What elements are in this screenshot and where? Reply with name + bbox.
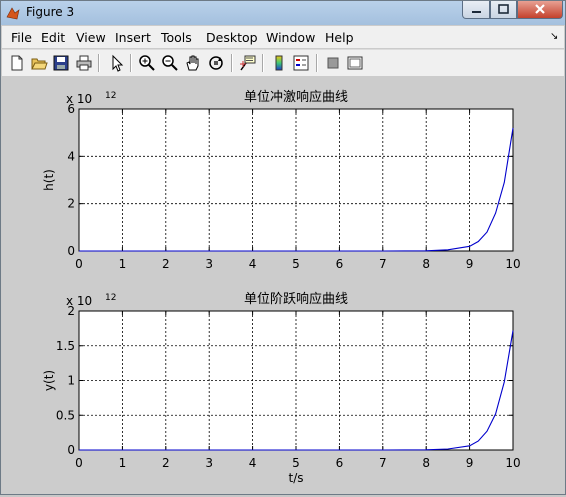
x-tick-label: 3 xyxy=(205,257,213,271)
figure-toolbar xyxy=(2,49,564,77)
y-tick-label: 0 xyxy=(67,443,75,457)
y-tick-label: 2 xyxy=(67,197,75,211)
exponent-label: x 10 xyxy=(66,92,92,106)
matlab-app-icon xyxy=(6,7,20,20)
data-cursor-icon[interactable] xyxy=(239,54,257,72)
zoom-out-icon[interactable] xyxy=(161,54,179,72)
minimize-button[interactable] xyxy=(462,1,490,19)
exponent-label: x 10 xyxy=(66,294,92,308)
print-icon[interactable] xyxy=(75,54,93,72)
x-axis-label: t/s xyxy=(289,471,304,485)
toolbar-separator xyxy=(98,54,100,72)
y-tick-label: 4 xyxy=(67,149,75,163)
menu-insert[interactable]: Insert xyxy=(115,30,151,45)
save-icon[interactable] xyxy=(52,54,70,72)
plot-area xyxy=(79,109,513,251)
menu-bar: File Edit View Insert Tools Desktop Wind… xyxy=(2,26,564,48)
y-tick-label: 1 xyxy=(67,374,75,388)
menu-window[interactable]: Window xyxy=(266,30,316,45)
x-tick-label: 6 xyxy=(336,456,344,470)
rotate-3d-icon[interactable] xyxy=(207,54,225,72)
new-figure-icon[interactable] xyxy=(8,54,26,72)
menu-view[interactable]: View xyxy=(76,30,106,45)
series-line xyxy=(79,127,514,252)
x-tick-label: 2 xyxy=(162,257,170,271)
exponent-power: 12 xyxy=(105,91,116,101)
x-tick-label: 6 xyxy=(336,257,344,271)
exponent-power: 12 xyxy=(105,293,116,303)
y-tick-label: 0 xyxy=(67,244,75,258)
x-tick-label: 5 xyxy=(292,456,300,470)
show-plot-tools-icon[interactable] xyxy=(346,54,364,72)
x-tick-label: 9 xyxy=(466,257,474,271)
menu-desktop[interactable]: Desktop xyxy=(206,30,258,45)
x-tick-label: 7 xyxy=(379,257,387,271)
x-tick-label: 4 xyxy=(249,456,257,470)
toolbar-separator xyxy=(231,54,233,72)
x-tick-label: 10 xyxy=(505,257,520,271)
chart-title: 单位阶跃响应曲线 xyxy=(244,291,348,307)
minimize-icon xyxy=(472,11,481,13)
x-tick-label: 7 xyxy=(379,456,387,470)
close-button[interactable] xyxy=(517,1,563,19)
maximize-icon xyxy=(498,4,509,14)
x-tick-label: 2 xyxy=(162,456,170,470)
x-tick-label: 10 xyxy=(505,456,520,470)
x-tick-label: 4 xyxy=(249,257,257,271)
zoom-in-icon[interactable] xyxy=(138,54,156,72)
x-tick-label: 0 xyxy=(75,257,83,271)
title-bar[interactable]: Figure 3 xyxy=(1,1,565,25)
series-line xyxy=(79,330,514,451)
open-file-icon[interactable] xyxy=(30,54,48,72)
toolbar-separator xyxy=(130,54,132,72)
y-tick-label: 6 xyxy=(67,102,75,116)
toolbar-separator xyxy=(262,54,264,72)
menu-tools[interactable]: Tools xyxy=(161,30,192,45)
colorbar-icon[interactable] xyxy=(270,54,288,72)
y-axis-label: h(t) xyxy=(42,169,56,191)
y-tick-label: 2 xyxy=(67,304,75,318)
edit-plot-arrow-icon[interactable] xyxy=(108,54,126,72)
chart-title: 单位冲激响应曲线 xyxy=(244,89,348,105)
close-icon xyxy=(535,4,545,14)
x-tick-label: 3 xyxy=(205,456,213,470)
x-tick-label: 9 xyxy=(466,456,474,470)
menu-edit[interactable]: Edit xyxy=(41,30,66,45)
menu-help[interactable]: Help xyxy=(325,30,354,45)
y-tick-label: 0.5 xyxy=(56,408,75,422)
x-tick-label: 8 xyxy=(422,257,430,271)
menu-file[interactable]: File xyxy=(11,30,32,45)
x-tick-label: 0 xyxy=(75,456,83,470)
maximize-button[interactable] xyxy=(490,1,517,19)
legend-icon[interactable] xyxy=(292,54,310,72)
hide-plot-tools-icon[interactable] xyxy=(324,54,342,72)
y-tick-label: 1.5 xyxy=(56,339,75,353)
dock-arrow-icon[interactable]: ↘ xyxy=(550,31,559,42)
x-tick-label: 8 xyxy=(422,456,430,470)
x-tick-label: 1 xyxy=(119,257,127,271)
window-title: Figure 3 xyxy=(26,5,75,19)
toolbar-separator xyxy=(316,54,318,72)
x-tick-label: 5 xyxy=(292,257,300,271)
pan-hand-icon[interactable] xyxy=(184,54,202,72)
y-axis-label: y(t) xyxy=(42,370,56,391)
x-tick-label: 1 xyxy=(119,456,127,470)
